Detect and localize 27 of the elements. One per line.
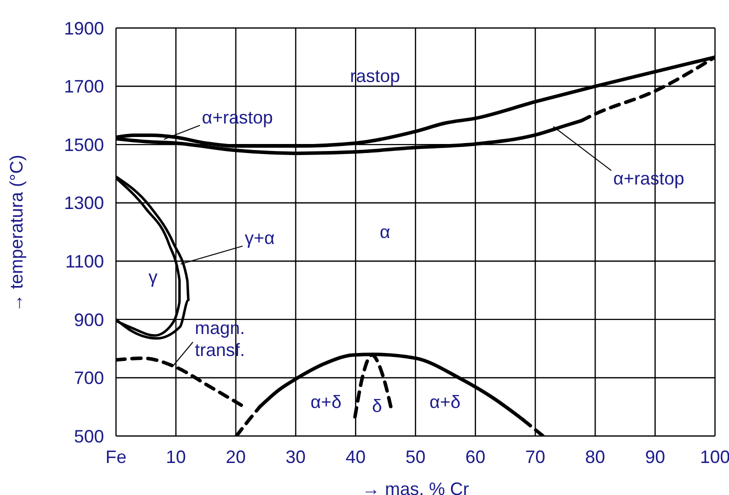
- x-tick-label: 30: [286, 446, 306, 467]
- y-tick-label: 500: [74, 426, 104, 446]
- x-tick-label: Fe: [105, 446, 127, 467]
- x-tick-label: 20: [226, 446, 246, 467]
- annotation: δ: [372, 396, 382, 416]
- x-tick-label: 80: [585, 446, 606, 467]
- annotation: α: [380, 222, 390, 242]
- y-tick-label: 700: [74, 368, 104, 388]
- y-tick-label: 1300: [64, 193, 104, 214]
- x-tick-label: 90: [645, 446, 666, 467]
- x-tick-label: 100: [700, 446, 729, 467]
- y-tick-label: 900: [74, 310, 104, 330]
- x-tick-label: 40: [346, 446, 366, 467]
- y-tick-label: 1500: [64, 134, 104, 155]
- y-tick-label: 1700: [64, 76, 104, 97]
- x-tick-label: 60: [465, 446, 486, 467]
- x-tick-label: 70: [525, 446, 546, 467]
- y-tick-label: 1900: [64, 18, 104, 38]
- annotation: α+δ: [430, 392, 460, 412]
- y-tick-label: 1100: [65, 252, 104, 272]
- y-axis-title: → temperatura (°C): [6, 154, 26, 312]
- x-axis-title: → mas. % Cr: [362, 479, 470, 495]
- x-tick-label: 10: [166, 446, 186, 467]
- annotation: γ+α: [244, 228, 275, 248]
- annotation: γ: [148, 267, 158, 287]
- annotation: α+δ: [310, 392, 342, 412]
- x-tick-label: 50: [405, 446, 426, 467]
